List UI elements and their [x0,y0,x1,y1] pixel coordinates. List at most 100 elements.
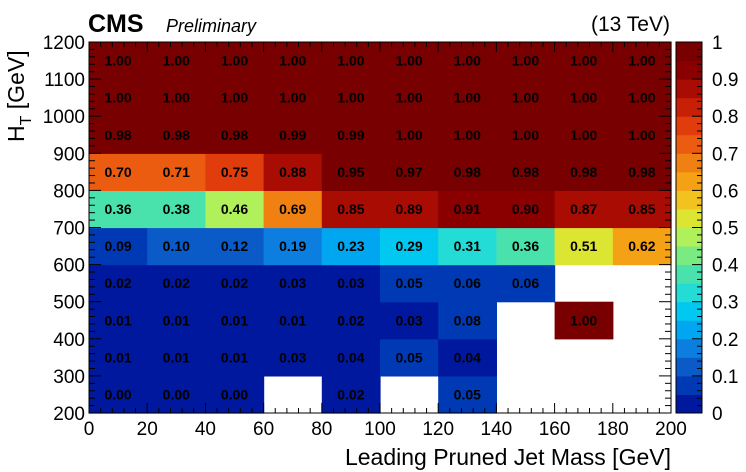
cell-value-labels: 0.00 0.00 0.00 0.02 0.05 0.01 0.01 0.01 0.03 0.04… [104,53,655,403]
cell-value-label: 0.70 [104,164,131,180]
z-tick-label: 0.7 [712,144,738,165]
heatmap-cell [438,190,497,229]
heatmap-cell [263,42,323,80]
color-scale-band [676,301,702,321]
heatmap-cell [263,153,323,191]
heatmap-cell [438,153,497,191]
heatmap-cell [496,116,556,154]
cell-value-label: 1.00 [628,53,655,69]
heatmap-cell [89,116,148,154]
heatmap-cell [438,79,497,117]
cell-value-label: 0.01 [279,312,306,328]
cell-value-label: 0.36 [104,201,131,217]
x-tick-label: 180 [597,419,629,440]
heatmap-cell [438,375,497,414]
color-scale-band [676,97,702,117]
cell-value-label: 0.31 [454,238,481,254]
cell-value-label: 0.97 [395,164,422,180]
cell-value-label: 0.02 [221,275,248,291]
heatmap-cell [438,42,497,80]
cell-value-label: 0.87 [570,201,597,217]
heatmap-cell [380,338,439,377]
cell-value-label: 1.00 [454,53,481,69]
cell-value-label: 1.00 [104,53,131,69]
heatmap-cell [612,42,672,80]
y-tick-label: 600 [53,256,85,277]
cell-value-label: 0.01 [163,312,190,328]
cell-value-label: 0.04 [337,349,364,365]
heatmap-cell [147,42,206,80]
x-tick-label: 80 [311,419,332,440]
y-tick-label: 900 [53,144,85,165]
heatmap-cell [263,190,323,229]
cell-value-label: 0.19 [279,238,306,254]
cell-value-label: 0.02 [337,386,364,402]
cell-value-label: 0.98 [454,164,481,180]
cell-value-label: 0.01 [221,312,248,328]
heatmap-cell [496,190,556,229]
heatmap-cell [147,227,206,266]
color-scale-band [676,171,702,191]
heatmap-cell [496,42,556,80]
cell-value-label: 0.85 [337,201,364,217]
cell-value-label: 0.03 [279,349,306,365]
y-axis-title-sub: T [18,115,35,125]
y-tick-label: 1100 [44,70,85,91]
cell-value-label: 1.00 [337,53,364,69]
heatmap-cell [380,42,439,80]
cell-value-label: 1.00 [628,127,655,143]
heatmap-cell [147,264,206,303]
status-label: Preliminary [166,16,257,36]
color-scale-band [676,357,702,377]
color-scale-band [676,394,702,414]
cell-value-label: 0.23 [337,238,364,254]
y-tick-label: 800 [53,181,85,202]
y-tick-label: 1000 [43,107,85,128]
heatmap-cell [380,116,439,154]
heatmap-cell [89,190,148,229]
heatmap-cell [147,153,206,191]
cell-value-label: 1.00 [395,53,422,69]
heatmap-cell [496,264,556,303]
z-tick-label: 0.6 [712,181,738,202]
cell-value-label: 0.12 [221,238,248,254]
cell-value-label: 0.85 [628,201,655,217]
heatmap-cell [147,116,206,154]
cell-value-label: 0.06 [454,275,481,291]
energy-label: (13 TeV) [591,13,670,36]
heatmap-cell [263,301,323,340]
y-tick-label: 300 [53,367,85,388]
heatmap-cell [554,227,614,266]
cell-value-label: 0.01 [221,349,248,365]
color-scale-band [676,153,702,173]
cell-value-label: 0.03 [337,275,364,291]
color-scale-band [676,208,702,228]
cell-value-label: 0.05 [454,386,481,402]
cell-value-label: 0.36 [512,238,539,254]
heatmap-cell [321,338,381,377]
heatmap-cell [205,338,265,377]
y-tick-label: 1200 [43,33,85,54]
cell-value-label: 0.05 [395,275,422,291]
heatmap-cell [89,375,148,414]
x-tick-label: 60 [253,419,274,440]
heatmap-cell [612,190,672,229]
heatmap-cell [380,79,439,117]
heatmap-cell [438,338,497,377]
z-tick-label: 1 [712,33,723,54]
heatmap-cell [263,227,323,266]
color-scale-band [676,246,702,266]
heatmap-cell [263,264,323,303]
heatmap-cells [89,42,672,414]
heatmap-cell [205,42,265,80]
cell-value-label: 1.00 [163,53,190,69]
heatmap-cell [205,116,265,154]
experiment-label: CMS [88,10,144,38]
cell-value-label: 1.00 [570,90,597,106]
cell-value-label: 0.98 [221,127,248,143]
heatmap-cell [612,153,672,191]
heatmap-cell [147,301,206,340]
heatmap-cell [89,338,148,377]
x-axis-ticks: 0 20 40 60 80 100 120 140 160 180 200 [84,42,687,440]
heatmap-cell [496,79,556,117]
